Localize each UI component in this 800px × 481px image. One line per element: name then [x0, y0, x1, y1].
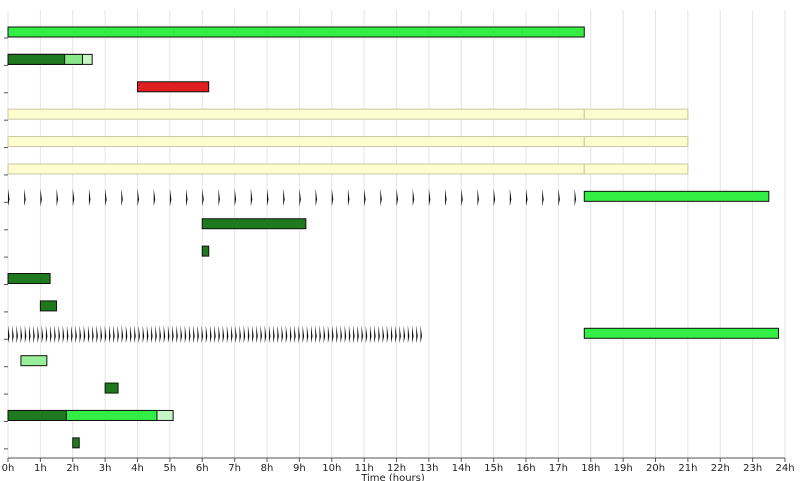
x-tick-label: 23h	[743, 463, 762, 474]
x-tick-label: 18h	[581, 463, 600, 474]
bar	[583, 136, 689, 148]
bar	[7, 163, 585, 175]
bar	[7, 273, 51, 285]
bar	[72, 437, 80, 449]
bar	[20, 355, 48, 367]
x-tick-label: 20h	[646, 463, 665, 474]
x-tick-label: 4h	[131, 463, 144, 474]
pulse-series	[8, 325, 422, 344]
x-tick-label: 22h	[711, 463, 730, 474]
x-tick-label: 15h	[484, 463, 503, 474]
x-tick-label: 12h	[387, 463, 406, 474]
bar	[7, 26, 585, 38]
x-tick-label: 10h	[322, 463, 341, 474]
bar	[583, 163, 689, 175]
x-tick-label: 0h	[2, 463, 15, 474]
bar	[583, 108, 689, 120]
x-tick-label: 2h	[66, 463, 79, 474]
x-tick-label: 16h	[516, 463, 535, 474]
bar	[39, 300, 58, 312]
bar	[583, 190, 770, 202]
x-axis-label: Time (hours)	[360, 473, 425, 481]
x-tick-label: 6h	[196, 463, 209, 474]
bar	[7, 108, 585, 120]
bar	[7, 136, 585, 148]
x-tick-label: 24h	[775, 463, 794, 474]
bar	[583, 327, 780, 339]
x-tick-label: 3h	[99, 463, 112, 474]
bar	[201, 245, 210, 257]
x-tick-label: 7h	[228, 463, 241, 474]
x-tick-label: 1h	[34, 463, 47, 474]
x-tick-label: 5h	[164, 463, 177, 474]
bar	[7, 53, 66, 65]
bar	[65, 409, 158, 421]
pulse-series	[8, 188, 577, 207]
x-tick-label: 14h	[452, 463, 471, 474]
x-tick-label: 9h	[293, 463, 306, 474]
x-tick-label: 11h	[355, 463, 374, 474]
x-tick-label: 17h	[549, 463, 568, 474]
bar	[201, 218, 307, 230]
x-tick-label: 13h	[419, 463, 438, 474]
x-tick-label: 19h	[614, 463, 633, 474]
bar	[137, 81, 210, 93]
x-tick-label: 8h	[261, 463, 274, 474]
bar	[7, 409, 67, 421]
bar	[104, 382, 119, 394]
x-tick-label: 21h	[678, 463, 697, 474]
